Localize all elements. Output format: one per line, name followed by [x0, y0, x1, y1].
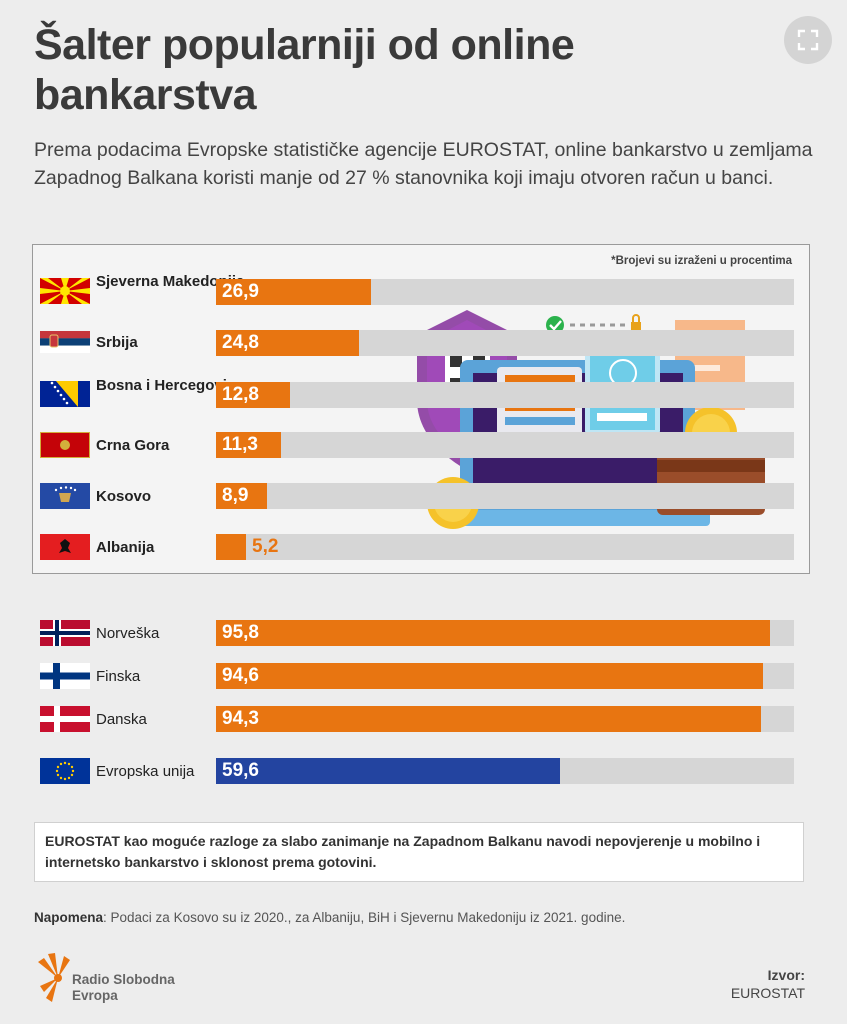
montenegro-flag-icon — [40, 432, 90, 458]
bar-track: 8,9 — [216, 483, 794, 509]
denmark-flag-icon — [40, 706, 90, 732]
category-label: Norveška — [96, 625, 160, 642]
category-label: Danska — [96, 711, 147, 728]
bar-track: 59,6 — [216, 758, 794, 784]
category-label: Sjeverna Makedonija — [96, 273, 245, 290]
bar-track: 94,3 — [216, 706, 794, 732]
category-label: Kosovo — [96, 488, 152, 505]
category-label: Evropska unija — [96, 763, 195, 780]
subtitle: Prema podacima Evropske statističke agen… — [34, 139, 813, 189]
bar-srbija — [216, 330, 359, 356]
bar-value-label: 5,2 — [252, 536, 279, 557]
page-title: Šalter popularniji od online bankarstva — [34, 21, 575, 119]
bar-track: 12,8 — [216, 382, 794, 408]
north-macedonia-flag-icon — [40, 278, 90, 304]
kosovo-flag-icon — [40, 483, 90, 509]
expand-icon[interactable] — [784, 16, 832, 64]
logo-text: Radio Slobodna Evropa — [72, 972, 175, 1004]
bar-value-label: 95,8 — [222, 622, 259, 643]
bar-sjeverna-makedonija — [216, 279, 371, 305]
bar-row-kosovo: Kosovo 8,9 — [0, 482, 847, 512]
bar-track: 11,3 — [216, 432, 794, 458]
bar-track: 26,9 — [216, 279, 794, 305]
logo-line-1: Radio Slobodna — [72, 972, 175, 987]
category-label: Finska — [96, 668, 141, 685]
bar-value-label: 94,3 — [222, 708, 259, 729]
bar-danska — [216, 706, 761, 732]
bar-value-label: 94,6 — [222, 665, 259, 686]
rfe-logo-icon — [38, 953, 70, 1002]
serbia-flag-icon — [40, 331, 90, 353]
category-label: Crna Gora — [96, 437, 170, 454]
bar-row-norveska: Norveška 95,8 — [0, 618, 847, 648]
source: Izvor: EUROSTAT — [731, 966, 805, 1002]
source-value: EUROSTAT — [730, 985, 805, 1001]
albania-flag-icon — [40, 534, 90, 560]
bar-track: 94,6 — [216, 663, 794, 689]
category-label: Srbija — [96, 334, 138, 351]
bar-track: 24,8 — [216, 330, 794, 356]
footnote-key: Napomena — [34, 910, 104, 925]
norway-flag-icon — [40, 620, 90, 646]
bar-value-label: 59,6 — [222, 760, 259, 781]
bar-kosovo — [216, 483, 267, 509]
bar-bosna-i-hercegovina — [216, 382, 290, 408]
bar-crna-gora — [216, 432, 281, 458]
eu-flag-icon — [40, 758, 90, 784]
bar-value-label: 26,9 — [222, 281, 259, 302]
source-key: Izvor: — [767, 967, 805, 983]
bar-row-crna-gora: Crna Gora 11,3 — [0, 431, 847, 461]
bar-norveska — [216, 620, 770, 646]
bar-row-sjeverna-makedonija: Sjeverna Makedonija 26,9 — [0, 273, 847, 306]
bar-value-label: 8,9 — [222, 485, 249, 506]
bar-finska — [216, 663, 763, 689]
bar-row-evropska-unija: Evropska unija 59,6 — [0, 756, 847, 786]
logo-line-2: Evropa — [72, 988, 118, 1003]
bar-albanija — [216, 534, 246, 560]
bar-track: 95,8 — [216, 620, 794, 646]
bar-value-label: 24,8 — [222, 332, 259, 353]
bar-row-bosna-i-hercegovina: Bosna i Hercegovina 12,8 — [0, 377, 847, 411]
bar-evropska-unija — [216, 758, 560, 784]
footnote-text: : Podaci za Kosovo su iz 2020., za Alban… — [103, 910, 626, 925]
footnote: Napomena: Podaci za Kosovo su iz 2020., … — [34, 910, 625, 925]
bar-value-label: 11,3 — [222, 434, 258, 455]
reasons-box: EUROSTAT kao moguće razloge za slabo zan… — [34, 822, 804, 882]
bar-row-srbija: Srbija 24,8 — [0, 328, 847, 358]
category-label: Albanija — [96, 539, 155, 556]
bar-value-label: 12,8 — [222, 384, 259, 405]
bar-row-albanija: Albanija 5,2 — [0, 533, 847, 563]
bosnia-flag-icon — [40, 381, 90, 407]
bar-row-finska: Finska 94,6 — [0, 661, 847, 691]
category-label: Bosna i Hercegovina — [96, 377, 245, 394]
bar-track: 5,2 — [216, 534, 794, 560]
bar-row-danska: Danska 94,3 — [0, 704, 847, 734]
finland-flag-icon — [40, 663, 90, 689]
units-note: *Brojevi su izraženi u procentima — [611, 255, 792, 267]
